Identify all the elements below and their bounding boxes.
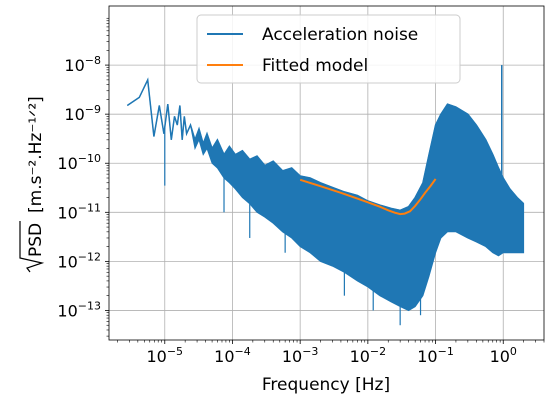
- x-axis-label: Frequency [Hz]: [262, 375, 390, 395]
- y-tick-label: 10−9: [64, 103, 101, 124]
- legend-label-fitted-model: Fitted model: [262, 56, 368, 76]
- x-tick-label: 100: [490, 345, 517, 366]
- y-tick-label: 10−11: [57, 201, 101, 222]
- legend-box: [196, 14, 461, 84]
- y-tick-label: 10−10: [57, 152, 101, 173]
- y-axis-radicand: PSD: [26, 223, 46, 257]
- y-tick-label: 10−13: [57, 299, 101, 320]
- x-tick-label: 10−4: [214, 345, 251, 366]
- y-tick-label: 10−12: [57, 250, 101, 271]
- x-tick-label: 10−1: [417, 345, 454, 366]
- y-axis-ticks: 10−13 10−12 10−11 10−10 10−9 10−8: [57, 17, 109, 337]
- plot-series: [126, 65, 525, 326]
- legend-label-acceleration-noise: Acceleration noise: [262, 25, 418, 45]
- series-acceleration-noise-line: [126, 77, 525, 212]
- x-tick-label: 10−5: [146, 345, 183, 366]
- y-axis-units: [m.s⁻².Hz⁻¹ᐟ²]: [26, 96, 46, 213]
- series-fitted-model: [299, 178, 437, 216]
- plot-frame: [108, 5, 545, 341]
- legend: Acceleration noise Fitted model: [196, 14, 461, 84]
- x-tick-label: 10−2: [350, 345, 387, 366]
- x-axis-ticks: 10−5 10−4 10−3 10−2 10−1 100: [117, 340, 545, 366]
- y-tick-label: 10−8: [64, 54, 101, 75]
- y-axis-label: PSD [m.s⁻².Hz⁻¹ᐟ²]: [19, 96, 46, 273]
- x-tick-label: 10−3: [282, 345, 319, 366]
- sqrt-sign: [19, 221, 45, 273]
